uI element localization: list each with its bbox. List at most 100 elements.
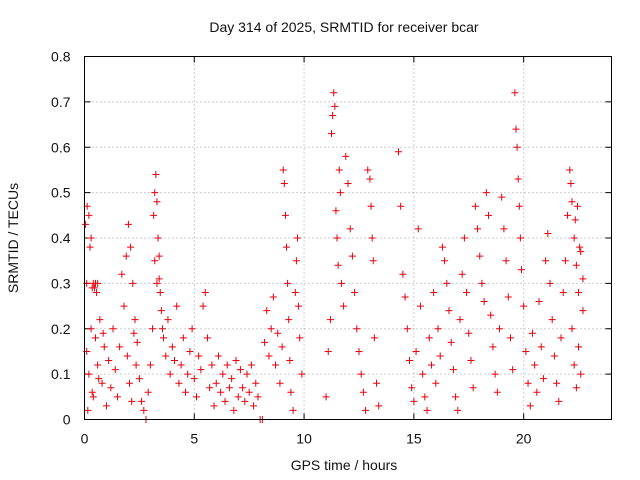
data-point — [107, 384, 115, 392]
data-point — [555, 397, 563, 405]
data-point — [542, 257, 550, 265]
data-point — [195, 352, 203, 360]
data-point — [568, 198, 576, 206]
data-point — [506, 334, 514, 342]
data-point — [421, 393, 429, 401]
data-point — [408, 384, 416, 392]
data-point — [340, 302, 348, 310]
data-point — [474, 225, 482, 233]
data-point — [353, 325, 361, 333]
data-point — [478, 279, 486, 287]
data-point — [362, 406, 370, 414]
data-point — [430, 288, 438, 296]
data-point — [236, 366, 244, 374]
data-point — [279, 166, 287, 174]
data-point — [230, 406, 238, 414]
data-point — [522, 347, 530, 355]
data-point — [395, 148, 403, 156]
data-point — [85, 211, 93, 219]
data-point — [84, 406, 92, 414]
data-point — [531, 361, 539, 369]
data-point — [118, 270, 126, 278]
data-point — [493, 388, 501, 396]
data-point — [135, 375, 143, 383]
data-point — [544, 229, 552, 237]
data-point — [416, 302, 424, 310]
data-point — [403, 325, 411, 333]
data-point — [217, 388, 225, 396]
data-point — [156, 288, 164, 296]
data-point — [502, 257, 510, 265]
data-point — [274, 329, 282, 337]
data-point — [128, 397, 136, 405]
data-point — [131, 316, 139, 324]
data-point — [471, 202, 479, 210]
data-point — [333, 234, 341, 242]
data-point — [90, 284, 98, 292]
data-point — [454, 406, 462, 414]
data-point — [419, 370, 427, 378]
data-point — [367, 202, 375, 210]
data-point — [280, 180, 288, 188]
data-point — [334, 261, 342, 269]
data-point — [87, 234, 95, 242]
data-point — [567, 180, 575, 188]
data-point — [332, 207, 340, 215]
y-tick-label: 0.5 — [51, 185, 71, 201]
data-point — [88, 388, 96, 396]
data-point — [138, 397, 146, 405]
data-point — [146, 361, 154, 369]
data-point — [342, 152, 350, 160]
data-point — [298, 370, 306, 378]
data-point — [405, 357, 413, 365]
data-point — [438, 243, 446, 251]
data-point — [561, 257, 569, 265]
data-point — [184, 370, 192, 378]
data-point — [548, 316, 556, 324]
data-point — [155, 252, 163, 260]
data-point — [151, 257, 159, 265]
data-point — [206, 384, 214, 392]
data-point — [157, 307, 165, 315]
data-point — [182, 388, 190, 396]
data-point — [364, 166, 372, 174]
data-point — [261, 338, 269, 346]
data-point — [460, 234, 468, 242]
data-point — [98, 379, 106, 387]
data-point — [177, 361, 185, 369]
data-point — [498, 193, 506, 201]
data-point — [516, 234, 524, 242]
data-point — [397, 202, 405, 210]
data-point — [254, 393, 262, 401]
data-point — [223, 361, 231, 369]
data-point — [287, 388, 295, 396]
y-axis-label: SRMTID / TECUs — [5, 183, 21, 293]
data-point — [324, 347, 332, 355]
data-point — [412, 347, 420, 355]
data-point — [423, 406, 431, 414]
data-point — [322, 393, 330, 401]
data-point — [546, 279, 554, 287]
data-point — [186, 347, 194, 355]
data-point — [144, 388, 152, 396]
data-point — [441, 257, 449, 265]
data-point — [355, 347, 363, 355]
data-point — [129, 279, 137, 287]
x-tick-label: 5 — [190, 431, 198, 447]
data-point — [291, 288, 299, 296]
data-point — [203, 334, 211, 342]
data-point — [289, 406, 297, 414]
data-point — [399, 270, 407, 278]
data-point — [434, 325, 442, 333]
data-point — [127, 243, 135, 251]
data-point — [509, 366, 517, 374]
data-point — [330, 89, 338, 97]
data-point — [155, 275, 163, 283]
data-point — [296, 334, 304, 342]
data-point — [94, 361, 102, 369]
data-point — [269, 293, 277, 301]
y-tick-label: 0.2 — [51, 321, 71, 337]
y-tick-label: 0.1 — [51, 366, 71, 382]
data-point — [263, 307, 271, 315]
